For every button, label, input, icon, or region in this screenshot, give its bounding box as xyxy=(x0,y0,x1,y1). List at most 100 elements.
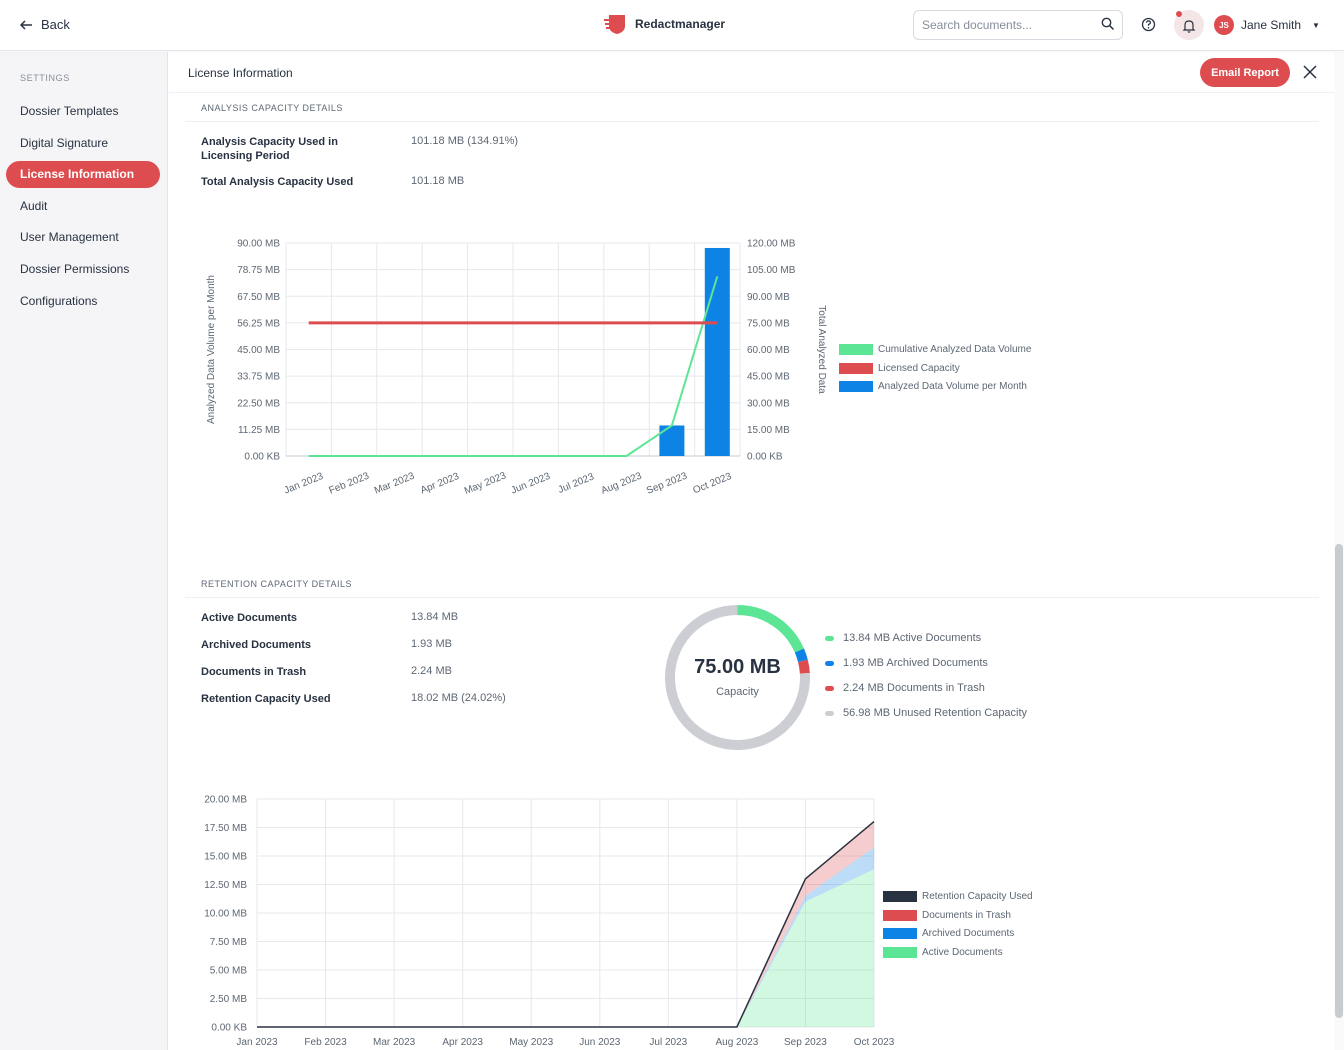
back-button[interactable]: Back xyxy=(20,17,70,32)
y-tick-label: 20.00 MB xyxy=(204,795,247,806)
legend-swatch xyxy=(883,928,917,939)
x-tick-label: Feb 2023 xyxy=(328,471,372,497)
legend-item[interactable]: Documents in Trash xyxy=(883,909,1011,921)
y2-tick-label: 45.00 MB xyxy=(747,372,790,383)
y2-tick-label: 75.00 MB xyxy=(747,318,790,329)
y-tick-label: 17.50 MB xyxy=(204,823,247,834)
donut-legend-item: 2.24 MB Documents in Trash xyxy=(825,682,985,694)
x-tick-label: Apr 2023 xyxy=(442,1037,483,1048)
avatar: JS xyxy=(1214,15,1234,35)
y2-tick-label: 30.00 MB xyxy=(747,398,790,409)
y-tick-label: 22.50 MB xyxy=(237,398,280,409)
y2-tick-label: 0.00 KB xyxy=(747,452,783,463)
redactmanager-logo-icon xyxy=(604,15,625,34)
legend-label: Analyzed Data Volume per Month xyxy=(878,381,1027,392)
sidebar-item-configurations[interactable]: Configurations xyxy=(20,294,98,308)
sidebar-heading: SETTINGS xyxy=(20,73,70,83)
top-bar: Back Redactmanager JS Jane Smith ▼ xyxy=(0,0,1344,51)
legend-dot xyxy=(825,635,834,641)
notification-dot xyxy=(1176,11,1182,17)
analysis-total-label: Total Analysis Capacity Used xyxy=(201,176,354,188)
sidebar-item-digital-signature[interactable]: Digital Signature xyxy=(20,136,109,150)
brand-logo: Redactmanager xyxy=(603,13,725,35)
legend-label: Licensed Capacity xyxy=(878,362,960,374)
legend-label: 13.84 MB Active Documents xyxy=(843,632,982,644)
retention-donut-chart xyxy=(665,605,810,750)
retention-used-label: Retention Capacity Used xyxy=(201,693,331,705)
close-icon[interactable] xyxy=(1303,65,1317,79)
legend-swatch xyxy=(839,362,873,374)
sidebar-item-audit[interactable]: Audit xyxy=(20,199,48,213)
sidebar-item-dossier-permissions[interactable]: Dossier Permissions xyxy=(20,262,130,276)
x-tick-label: May 2023 xyxy=(509,1037,553,1048)
legend-label: 56.98 MB Unused Retention Capacity xyxy=(843,707,1028,719)
legend-label: Cumulative Analyzed Data Volume xyxy=(878,344,1032,355)
retention-trash-value: 2.24 MB xyxy=(411,665,452,677)
x-tick-label: Jan 2023 xyxy=(283,471,326,497)
y2-axis-label: Total Analyzed Data xyxy=(816,305,827,394)
legend-label: 1.93 MB Archived Documents xyxy=(843,657,988,669)
y-tick-label: 15.00 MB xyxy=(204,852,247,863)
retention-active-value: 13.84 MB xyxy=(411,611,459,623)
sidebar-item-dossier-templates[interactable]: Dossier Templates xyxy=(20,104,119,118)
sidebar-item-license-information[interactable]: License Information xyxy=(6,161,160,188)
y-tick-label: 33.75 MB xyxy=(237,372,280,383)
y-tick-label: 12.50 MB xyxy=(204,880,247,891)
analysis-divider xyxy=(185,121,1319,122)
notifications-button[interactable] xyxy=(1174,10,1204,40)
x-tick-label: Sep 2023 xyxy=(645,470,689,496)
legend-dot xyxy=(825,660,834,666)
legend-item[interactable]: Analyzed Data Volume per Month xyxy=(839,381,1027,392)
retention-divider xyxy=(185,597,1319,598)
legend-swatch xyxy=(883,909,917,921)
legend-item[interactable]: Archived Documents xyxy=(883,928,1014,939)
bell-icon xyxy=(1182,19,1196,33)
donut-capacity-value: 75.00 MB xyxy=(694,656,781,678)
y-tick-label: 10.00 MB xyxy=(204,909,247,920)
x-tick-label: May 2023 xyxy=(463,470,508,497)
x-tick-label: Oct 2023 xyxy=(854,1037,895,1048)
retention-area-chart: 0.00 KB 2.50 MB 5.00 MB 7.50 MB 10.00 MB 12.5… xyxy=(204,795,895,1049)
y2-tick-label: 105.00 MB xyxy=(747,265,796,276)
legend-label: Archived Documents xyxy=(922,928,1015,939)
y-tick-label: 67.50 MB xyxy=(237,292,280,303)
legend-item[interactable]: Retention Capacity Used xyxy=(883,891,1033,902)
x-tick-label: Apr 2023 xyxy=(419,471,461,497)
y2-tick-label: 15.00 MB xyxy=(747,425,790,436)
user-menu[interactable]: JS Jane Smith ▼ xyxy=(1214,15,1320,35)
scrollbar-thumb[interactable] xyxy=(1335,544,1343,1018)
help-icon[interactable] xyxy=(1141,17,1156,32)
y-tick-label: 11.25 MB xyxy=(238,425,280,436)
page-title: License Information xyxy=(188,66,293,80)
x-tick-label: Mar 2023 xyxy=(373,471,417,497)
retention-section-title: RETENTION CAPACITY DETAILS xyxy=(201,579,353,589)
email-report-button[interactable]: Email Report xyxy=(1200,58,1290,87)
x-tick-label: Jun 2023 xyxy=(579,1037,621,1048)
retention-archived-value: 1.93 MB xyxy=(411,638,452,650)
legend-dot xyxy=(825,710,834,716)
donut-slice xyxy=(737,605,804,653)
donut-slice xyxy=(794,648,808,663)
analysis-chart: 0.00 KB 11.25 MB 22.50 MB 33.75 MB 45.00 MB 5… xyxy=(206,239,827,498)
area-active-documents xyxy=(257,869,874,1027)
legend-swatch xyxy=(883,946,917,958)
sidebar-item-user-management[interactable]: User Management xyxy=(20,230,119,244)
legend-item[interactable]: Cumulative Analyzed Data Volume xyxy=(839,344,1031,355)
search-input[interactable] xyxy=(913,10,1123,40)
brand-name: Redactmanager xyxy=(635,17,726,31)
legend-item[interactable]: Active Documents xyxy=(883,946,1003,958)
bar xyxy=(704,247,730,456)
caret-down-icon: ▼ xyxy=(1312,20,1320,30)
series-line xyxy=(308,276,719,457)
y-tick-label: 45.00 MB xyxy=(237,345,280,356)
legend-swatch xyxy=(839,381,873,392)
legend-item[interactable]: Licensed Capacity xyxy=(839,362,960,374)
line-retention-capacity-used xyxy=(257,820,875,1028)
bar xyxy=(659,425,685,456)
search-icon[interactable] xyxy=(1101,17,1115,31)
y-tick-label: 2.50 MB xyxy=(210,994,248,1005)
donut-capacity-label: Capacity xyxy=(716,686,759,698)
retention-archived-label: Archived Documents xyxy=(201,639,312,651)
legend-label: Active Documents xyxy=(922,946,1003,958)
x-tick-label: Feb 2023 xyxy=(304,1037,347,1048)
